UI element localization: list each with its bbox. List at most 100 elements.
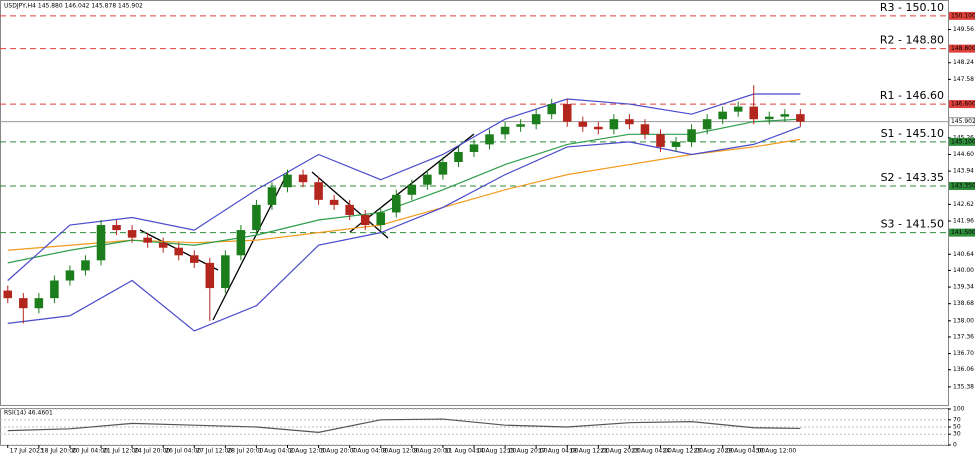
- overlay-line: [7, 138, 801, 251]
- x-tick-label: 14 Aug 12:00: [476, 448, 517, 455]
- level-axis-label: 148.800: [951, 45, 975, 52]
- level-axis-label: 146.600: [951, 101, 975, 108]
- price-frame: [0, 0, 949, 406]
- candle-body: [314, 182, 323, 200]
- level-axis-box: [949, 100, 975, 109]
- x-tick-label: 18 Aug 12:00: [569, 448, 610, 455]
- candle-body: [392, 194, 401, 213]
- candle-body: [733, 106, 743, 112]
- level-label: S2 - 143.35: [881, 171, 944, 184]
- x-tick-label: 15 Aug 20:00: [507, 448, 548, 455]
- x-tick-label: 2 Aug 12:00: [290, 448, 327, 455]
- x-tick-label: 24 Jul 20:00: [134, 448, 170, 455]
- candle-body: [112, 225, 121, 231]
- rsi-tick-label: 100: [953, 406, 965, 413]
- overlay-line: [7, 126, 801, 332]
- level-axis-box: [949, 228, 975, 237]
- candle-body: [34, 298, 44, 309]
- candle-body: [469, 144, 479, 152]
- candle-body: [578, 121, 588, 127]
- candle-body: [671, 141, 681, 147]
- candle-body: [687, 129, 696, 142]
- candle-body: [454, 151, 463, 163]
- candle-body: [796, 114, 805, 122]
- candle-body: [702, 119, 712, 130]
- y-tick-label: 136.70: [953, 350, 974, 357]
- candle-body: [267, 187, 277, 205]
- candle-body: [329, 199, 339, 205]
- candle-body: [360, 214, 370, 226]
- rsi-tick-label: 30: [953, 431, 961, 438]
- candle-body: [640, 124, 650, 135]
- candle-body: [50, 280, 59, 299]
- level-label: R2 - 148.80: [880, 34, 944, 47]
- rsi-tick-label: 50: [953, 424, 961, 431]
- level-axis-label: 145.100: [951, 138, 975, 145]
- level-label: S3 - 141.50: [881, 218, 944, 231]
- candle-body: [236, 230, 246, 256]
- rsi-tick-label: 70: [953, 416, 961, 423]
- overlay-line: [7, 93, 801, 281]
- candle-body: [749, 106, 759, 120]
- candle-body: [158, 242, 168, 248]
- y-tick-label: 147.58: [953, 76, 974, 83]
- rsi-tick-label: 0: [953, 442, 957, 449]
- candle-body: [221, 255, 230, 289]
- candle-body: [594, 126, 603, 130]
- y-tick-label: 143.94: [953, 168, 974, 175]
- candle-body: [189, 255, 199, 263]
- candle-body: [531, 114, 541, 125]
- y-tick-label: 144.60: [953, 151, 974, 158]
- candle-body: [562, 104, 572, 122]
- candle-body: [65, 270, 75, 281]
- y-tick-label: 145.26: [953, 134, 974, 141]
- rsi-line: [7, 418, 801, 434]
- x-tick-label: 17 Aug 04:00: [538, 448, 579, 455]
- x-tick-label: 21 Aug 20:00: [600, 448, 641, 455]
- candle-body: [3, 290, 13, 299]
- x-tick-label: 21 Jul 12:00: [103, 448, 139, 455]
- current-price-label: 145.902: [951, 118, 975, 125]
- x-tick-label: 20 Jul 04:00: [72, 448, 108, 455]
- candle-body: [143, 237, 152, 243]
- level-axis-label: 143.350: [951, 182, 975, 189]
- y-tick-label: 138.68: [953, 300, 974, 307]
- candle-body: [407, 184, 417, 195]
- level-axis-box: [949, 137, 975, 146]
- overlay-line: [7, 118, 801, 264]
- candle-body: [345, 204, 354, 215]
- candle-body: [438, 162, 448, 175]
- y-tick-label: 138.00: [953, 317, 974, 324]
- candle-body: [656, 134, 665, 147]
- candle-body: [423, 174, 432, 185]
- y-tick-label: 148.24: [953, 59, 974, 66]
- x-tick-label: 1 Aug 04:00: [258, 448, 295, 455]
- candle-body: [718, 111, 727, 120]
- candle-body: [625, 119, 634, 125]
- x-tick-label: 30 Aug 12:00: [756, 448, 797, 455]
- x-tick-label: 9 Aug 20:00: [414, 448, 451, 455]
- y-tick-label: 139.34: [953, 284, 974, 291]
- candle-body: [376, 212, 386, 226]
- y-tick-label: 135.38: [953, 383, 974, 390]
- level-axis-box: [949, 181, 975, 190]
- level-axis-box: [949, 44, 975, 53]
- y-tick-label: 140.64: [953, 251, 974, 258]
- current-price-box: [948, 117, 975, 127]
- candle-body: [81, 260, 90, 271]
- candle-body: [205, 262, 215, 289]
- x-tick-label: 27 Jul 12:00: [196, 448, 232, 455]
- y-tick-label: 142.62: [953, 201, 974, 208]
- x-tick-label: 26 Jul 04:00: [165, 448, 201, 455]
- level-label: S1 - 145.10: [881, 127, 944, 140]
- y-tick-label: 141.96: [953, 218, 974, 225]
- candle-body: [252, 204, 261, 231]
- candle-body: [780, 114, 790, 117]
- candle-body: [485, 134, 494, 145]
- chart-header: USDJPY,H4 145.880 146.042 145.878 145.90…: [4, 3, 143, 10]
- y-tick-label: 140.00: [953, 267, 974, 274]
- rsi-frame: [0, 408, 949, 446]
- candle-body: [174, 247, 183, 256]
